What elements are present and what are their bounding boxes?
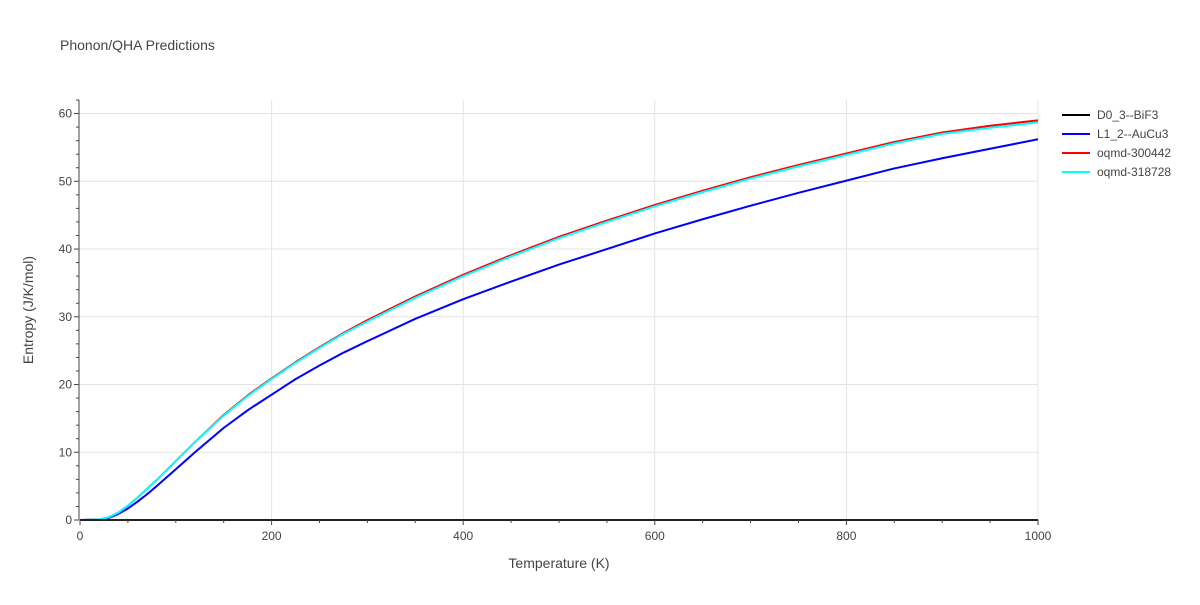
legend-label: oqmd-300442 — [1097, 146, 1171, 160]
x-tick-label: 1000 — [1025, 529, 1052, 543]
series-line — [79, 121, 1039, 521]
y-tick-label: 60 — [59, 107, 73, 121]
legend-item[interactable]: D0_3--BiF3 — [1062, 108, 1159, 122]
y-tick-label: 20 — [59, 378, 73, 392]
legend-item[interactable]: oqmd-300442 — [1062, 146, 1171, 160]
y-tick-label: 30 — [59, 310, 73, 324]
y-tick-label: 40 — [59, 242, 73, 256]
x-tick-label: 200 — [262, 529, 282, 543]
x-tick-label: 400 — [453, 529, 473, 543]
legend-label: oqmd-318728 — [1097, 165, 1171, 179]
y-tick-label: 0 — [65, 513, 72, 527]
series-line — [79, 119, 1039, 521]
x-tick-label: 0 — [77, 529, 84, 543]
grid-lines — [80, 100, 1039, 520]
y-tick-label: 50 — [59, 174, 73, 188]
legend-label: L1_2--AuCu3 — [1097, 127, 1169, 141]
legend[interactable]: D0_3--BiF3 L1_2--AuCu3 oqmd-300442 oqmd-318… — [1062, 108, 1171, 179]
series-line — [79, 138, 1039, 521]
x-tick-label: 600 — [645, 529, 665, 543]
chart-title: Phonon/QHA Predictions — [60, 37, 215, 53]
legend-item[interactable]: L1_2--AuCu3 — [1062, 127, 1169, 141]
x-axis-title: Temperature (K) — [508, 555, 609, 571]
y-axis-title: Entropy (J/K/mol) — [20, 256, 36, 364]
series-lines — [79, 119, 1039, 521]
legend-label: D0_3--BiF3 — [1097, 108, 1159, 122]
x-tick-label: 800 — [836, 529, 856, 543]
y-tick-label: 10 — [59, 445, 73, 459]
axes — [74, 99, 1039, 525]
legend-item[interactable]: oqmd-318728 — [1062, 165, 1171, 179]
